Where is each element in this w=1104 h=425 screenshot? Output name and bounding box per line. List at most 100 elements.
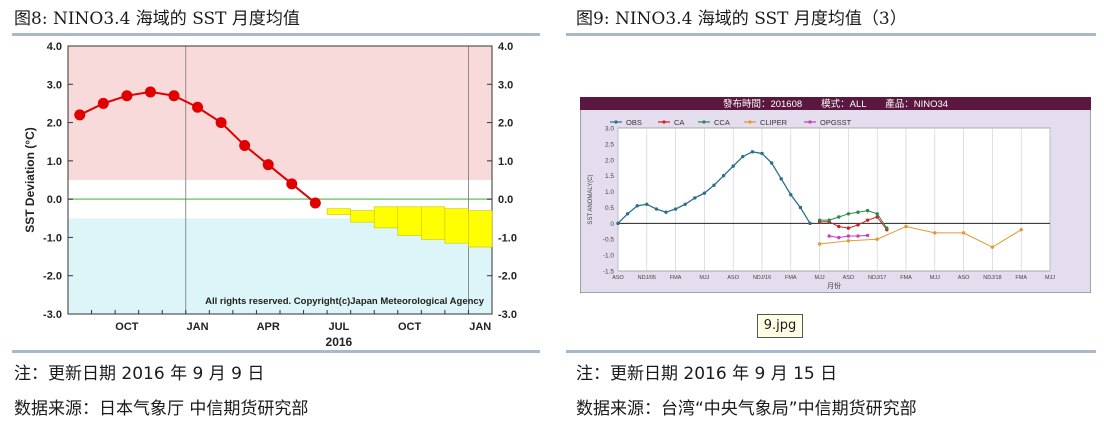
series-point-obs — [779, 177, 783, 181]
y-tick-label-right: 3.0 — [498, 79, 513, 91]
right-figure-title: 图9: NINO3.4 海域的 SST 月度均值（3） — [576, 9, 907, 29]
x-tick-label: FMA — [670, 275, 682, 281]
x-tick-label: ASO — [727, 275, 739, 281]
y-tick-label-left: -3.0 — [43, 309, 62, 321]
x-tick-label: MJJ — [930, 275, 940, 281]
year-label: 2016 — [326, 335, 353, 349]
series-point-opgsst — [837, 235, 841, 240]
left-chart: 4.0 4.0 3.0 3.0 2.0 2.0 1.0 1.0 0.0 0.0 -1.0 -1.0 -2… — [23, 41, 517, 349]
series-point-ca — [837, 224, 841, 229]
x-tick-label: NDJ/18 — [983, 275, 1001, 281]
header-bar — [580, 97, 1091, 110]
series-point-obs — [702, 191, 707, 195]
right-title-rule — [566, 33, 1096, 36]
series-point-opgsst — [856, 234, 860, 238]
series-point-obs — [654, 207, 659, 211]
x-tick-label: APR — [257, 321, 280, 333]
series-point-cca — [875, 212, 879, 216]
x-tick-label: NDJ/16 — [753, 275, 771, 281]
y-tick-label: 0 — [610, 221, 614, 228]
y-tick-label-right: -2.0 — [498, 271, 517, 283]
x-tick-label: ASO — [612, 275, 624, 281]
series-point-cca — [856, 210, 860, 214]
observed-point-2 — [121, 90, 133, 102]
x-tick-label: MJJ — [815, 275, 825, 281]
observed-point-8 — [262, 159, 274, 171]
right-bottom-rule — [566, 350, 1096, 353]
series-point-obs — [635, 204, 639, 208]
x-tick-label: MJJ — [699, 275, 709, 281]
left-bottom-rule — [12, 350, 540, 353]
series-point-obs — [616, 221, 620, 226]
y-tick-label: 2.0 — [605, 157, 614, 164]
series-point-ca — [846, 226, 851, 230]
series-point-cca — [865, 208, 870, 213]
x-tick-label: JAN — [187, 321, 209, 333]
y-tick-label-left: 1.0 — [47, 156, 62, 168]
x-axis-label: 月份 — [827, 281, 841, 290]
series-point-obs — [760, 151, 764, 156]
series-point-obs — [625, 212, 630, 216]
left-source-note: 数据来源：日本气象厅 中信期货研究部 — [14, 399, 309, 419]
observed-point-4 — [168, 90, 180, 102]
observed-point-7 — [239, 140, 251, 152]
legend-marker — [614, 120, 618, 124]
legend-label-ca: CA — [674, 118, 684, 127]
y-axis-label: SST ANOMALY(C) — [588, 174, 594, 224]
left-figure-title: 图8: NINO3.4 海域的 SST 月度均值 — [14, 9, 300, 29]
y-axis-label: SST Deviation (°C) — [23, 127, 37, 232]
series-point-obs — [645, 202, 649, 206]
forecast-box-2 — [373, 206, 399, 229]
series-point-cliper — [933, 231, 937, 235]
forecast-box-6 — [468, 210, 493, 248]
x-tick-label: ASO — [843, 275, 855, 281]
series-point-ca — [856, 223, 860, 227]
x-tick-label: JUL — [328, 321, 349, 333]
series-point-opgsst — [865, 233, 870, 238]
observed-point-6 — [215, 117, 227, 129]
forecast-box-5 — [444, 208, 469, 244]
y-tick-label: 1.5 — [605, 173, 614, 180]
series-point-cliper — [961, 231, 966, 235]
forecast-box-1 — [350, 210, 375, 223]
legend-marker — [808, 120, 812, 124]
series-point-obs — [798, 205, 803, 210]
series-point-ca — [875, 215, 879, 219]
observed-point-5 — [192, 101, 204, 113]
y-tick-label-left: 3.0 — [47, 79, 62, 91]
y-tick-label-right: 0.0 — [498, 194, 513, 206]
y-tick-label-left: 2.0 — [47, 118, 62, 130]
forecast-box-0 — [326, 208, 351, 215]
legend-label-cca: CCA — [714, 118, 730, 127]
series-point-cliper — [904, 224, 908, 229]
y-tick-label: 3.0 — [605, 126, 614, 133]
series-point-obs — [789, 193, 793, 197]
series-point-obs — [673, 207, 678, 211]
left-title-rule — [12, 33, 540, 36]
y-tick-label: 0.5 — [605, 205, 614, 212]
x-tick-label: JAN — [469, 321, 491, 333]
series-point-obs — [693, 196, 697, 200]
series-point-obs — [808, 221, 812, 226]
series-point-cca — [885, 226, 889, 230]
legend-label-cliper: CLIPER — [760, 118, 788, 127]
observed-point-1 — [97, 97, 109, 109]
y-tick-label-left: 4.0 — [47, 41, 62, 53]
observed-point-3 — [144, 86, 156, 98]
observed-point-10 — [309, 197, 321, 209]
legend-marker — [702, 120, 706, 124]
y-tick-label-right: -1.0 — [498, 232, 517, 244]
series-point-cliper — [875, 237, 879, 241]
right-update-note: 注：更新日期 2016 年 9 月 15 日 — [576, 364, 838, 384]
observed-point-9 — [286, 178, 298, 190]
series-point-obs — [664, 210, 668, 214]
x-tick-label: NDJ/05 — [638, 275, 656, 281]
left-update-note: 注：更新日期 2016 年 9 月 9 日 — [14, 364, 265, 384]
x-tick-label: OCT — [115, 321, 139, 333]
series-point-cliper — [1019, 227, 1023, 232]
forecast-box-4 — [421, 206, 446, 240]
y-tick-label-right: 2.0 — [498, 118, 513, 130]
y-tick-label: -1.0 — [603, 253, 615, 260]
forecast-box-3 — [397, 206, 422, 236]
header-text: 發布時間：201608 模式：ALL 產品：NINO34 — [723, 98, 948, 110]
